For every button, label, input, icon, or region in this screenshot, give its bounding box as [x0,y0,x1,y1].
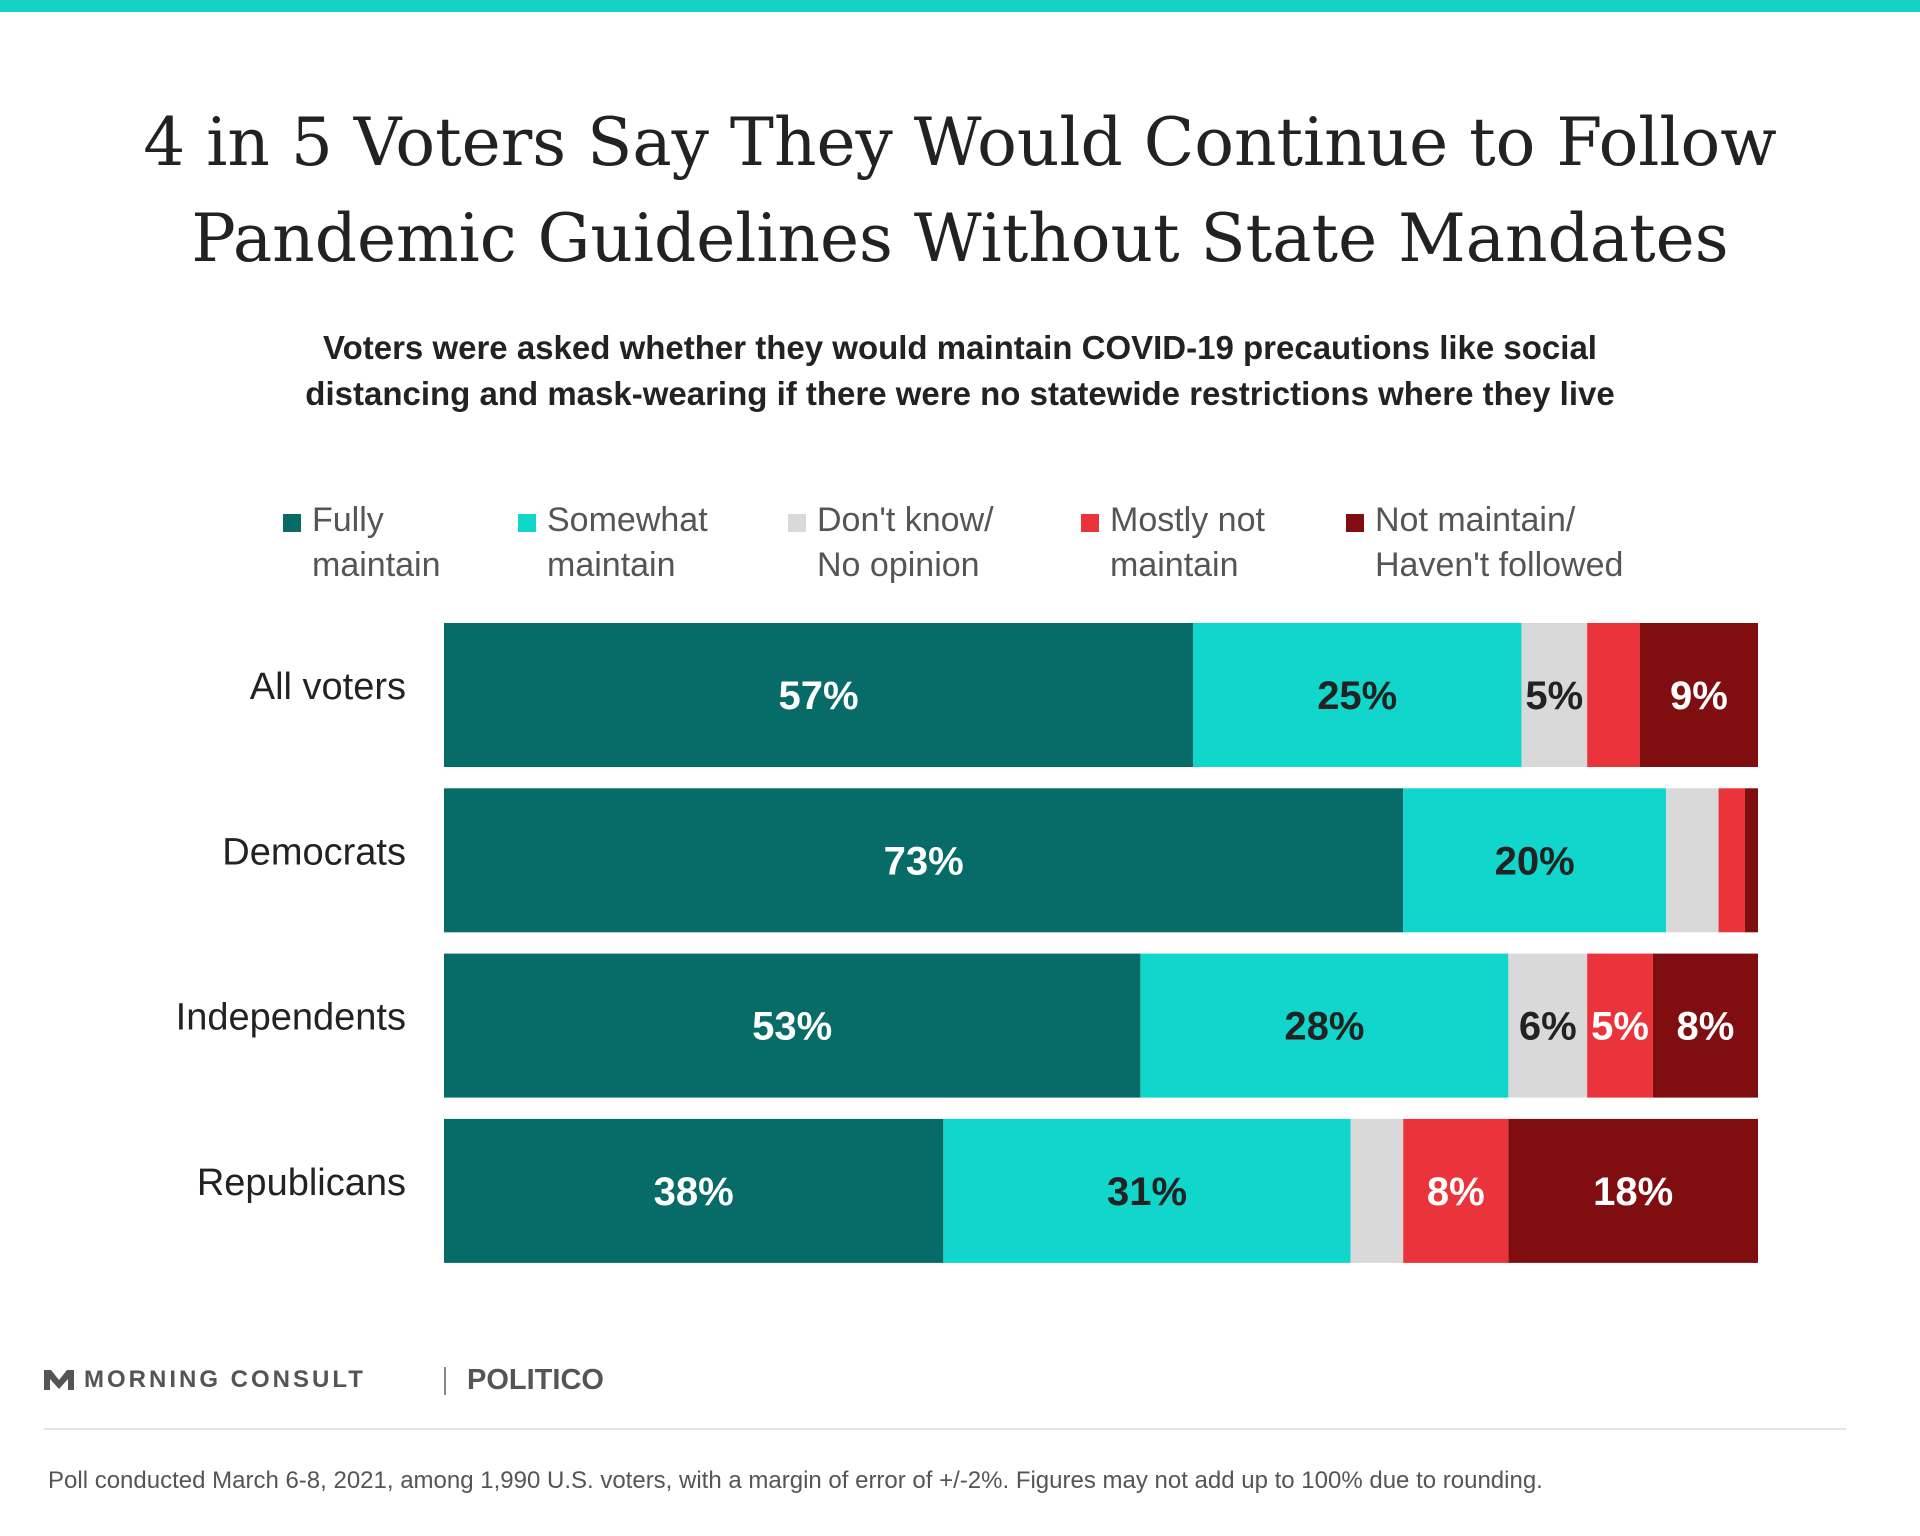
bar-independents-mostly-not-maintain [1587,953,1653,1098]
bar-all-voters-not-maintain-haven-t-followed [1639,623,1758,767]
top-accent-bar [0,0,1920,12]
data-label-all-voters-not-maintain-haven-t-followed: 9% [1670,674,1728,718]
data-label-republicans-mostly-not-maintain: 8% [1427,1170,1485,1214]
data-label-democrats-fully-maintain: 73% [884,839,964,883]
footer-divider-line [44,1428,1846,1430]
bar-all-voters-don-t-know-no-opinion [1521,623,1588,767]
bar-independents-somewhat-maintain [1140,953,1509,1098]
bar-democrats-don-t-know-no-opinion [1666,788,1719,933]
category-label-democrats: Democrats [222,831,406,873]
bar-independents-fully-maintain [444,953,1141,1098]
legend-swatch-dont-know [788,514,806,532]
bar-democrats-not-maintain-haven-t-followed [1744,788,1758,933]
brand-name: MORNING CONSULT [84,1366,366,1393]
data-label-republicans-somewhat-maintain: 31% [1107,1170,1187,1214]
data-label-independents-not-maintain-haven-t-followed: 8% [1677,1005,1735,1049]
legend-label-line: maintain [547,546,676,584]
chart-title-line-1: 4 in 5 Voters Say They Would Continue to… [143,104,1777,181]
footnote: Poll conducted March 6-8, 2021, among 1,… [48,1467,1543,1494]
category-label-independents: Independents [176,997,406,1039]
chart-subtitle-line-1: Voters were asked whether they would mai… [323,329,1597,366]
bar-all-voters-mostly-not-maintain [1587,623,1640,767]
chart-subtitle: Voters were asked whether they would mai… [0,325,1920,417]
data-label-all-voters-don-t-know-no-opinion: 5% [1525,674,1583,718]
chart-legend: Fully maintain Somewhat maintain Don't k… [0,498,1920,598]
bar-independents-not-maintain-haven-t-followed [1652,953,1758,1098]
data-label-republicans-fully-maintain: 38% [654,1170,734,1214]
category-label-republicans: Republicans [197,1162,406,1204]
data-label-all-voters-somewhat-maintain: 25% [1317,674,1397,718]
data-label-independents-fully-maintain: 53% [752,1005,832,1049]
legend-label-line: maintain [312,546,441,584]
legend-label-line: No opinion [817,546,980,584]
data-label-republicans-not-maintain-haven-t-followed: 18% [1593,1170,1673,1214]
data-label-all-voters-fully-maintain: 57% [778,674,858,718]
legend-swatch-somewhat-maintain [518,514,536,532]
bar-republicans-fully-maintain [444,1118,944,1263]
bar-republicans-not-maintain-haven-t-followed [1508,1118,1758,1263]
legend-swatch-mostly-not-maintain [1081,514,1099,532]
bar-democrats-fully-maintain [444,788,1404,933]
bar-independents-don-t-know-no-opinion [1508,953,1588,1098]
partner-name: POLITICO [467,1364,604,1396]
legend-swatch-not-maintain [1346,514,1364,532]
data-label-democrats-somewhat-maintain: 20% [1495,839,1575,883]
category-label-all-voters: All voters [250,666,406,708]
data-label-independents-don-t-know-no-opinion: 6% [1519,1005,1577,1049]
morning-consult-logo-icon [44,1370,74,1390]
chart-subtitle-line-2: distancing and mask-wearing if there wer… [305,375,1615,412]
bar-democrats-mostly-not-maintain [1718,788,1745,933]
legend-label-line: Fully [312,501,384,539]
legend-label-line: Not maintain/ [1375,501,1576,539]
legend-label-line: Somewhat [547,501,708,539]
chart-title-line-2: Pandemic Guidelines Without State Mandat… [191,200,1729,277]
bar-all-voters-somewhat-maintain [1192,623,1522,767]
bar-republicans-mostly-not-maintain [1403,1118,1509,1263]
bar-all-voters-fully-maintain [444,623,1193,767]
bar-democrats-somewhat-maintain [1403,788,1667,933]
legend-label-line: maintain [1110,546,1239,584]
bar-republicans-don-t-know-no-opinion [1350,1118,1404,1263]
legend-label-line: Mostly not [1110,501,1265,539]
data-label-independents-mostly-not-maintain: 5% [1591,1005,1649,1049]
legend-label-line: Don't know/ [817,501,994,539]
bar-republicans-somewhat-maintain [943,1118,1351,1263]
footer-divider [444,1367,446,1395]
legend-swatch-fully-maintain [283,514,301,532]
legend-label-line: Haven't followed [1375,546,1624,584]
data-label-independents-somewhat-maintain: 28% [1284,1005,1364,1049]
chart-title: 4 in 5 Voters Say They Would Continue to… [0,95,1920,287]
